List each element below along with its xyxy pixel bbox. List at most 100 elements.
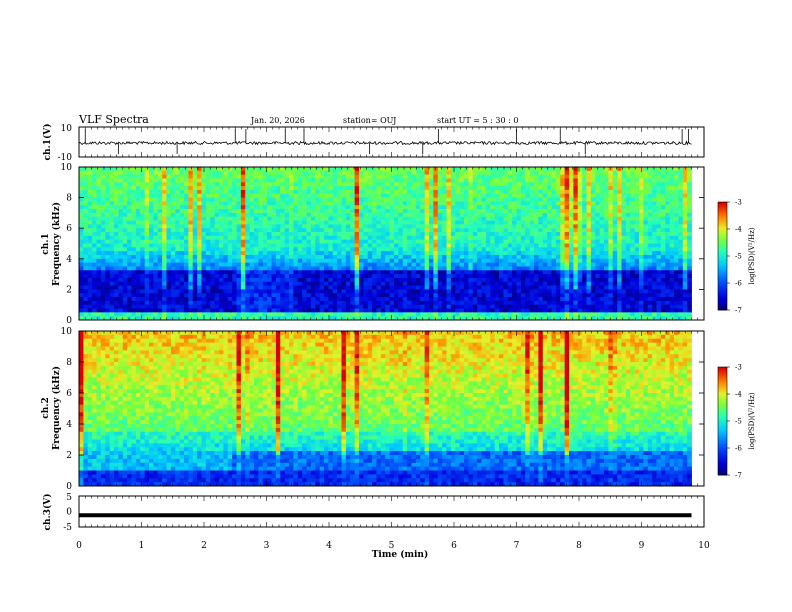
- spectrogram-cell: [433, 201, 439, 206]
- spectrogram-cell: [573, 277, 579, 283]
- spectrogram-cell: [394, 197, 399, 202]
- spectrogram-cell: [324, 297, 329, 302]
- spectrogram-cell: [87, 274, 93, 279]
- spectrogram-cell: [516, 274, 522, 279]
- spectrogram-cell: [608, 220, 614, 225]
- spectrogram-cell: [665, 258, 671, 264]
- spectrogram-cell: [372, 193, 377, 199]
- spectrogram-cell: [669, 205, 675, 210]
- spectrogram-cell: [210, 228, 216, 233]
- spectrogram-cell: [669, 224, 675, 229]
- spectrogram-cell: [306, 201, 312, 206]
- spectrogram-cell: [459, 251, 465, 256]
- spectrogram-cell: [135, 281, 141, 286]
- spectrogram-cell: [332, 285, 338, 290]
- spectrogram-cell: [240, 224, 246, 229]
- spectrogram-cell: [612, 293, 618, 298]
- spectrogram-cell: [262, 216, 268, 221]
- spectrogram-cell: [192, 300, 198, 306]
- spectrogram-cell: [590, 285, 596, 290]
- spectrogram-cell: [643, 209, 649, 214]
- spectrogram-cell: [236, 239, 242, 244]
- spectrogram-cell: [499, 186, 504, 191]
- spectrogram-cell: [411, 239, 417, 244]
- spectrogram-cell: [249, 182, 255, 187]
- spectrogram-cell: [604, 262, 609, 267]
- spectrogram-cell: [127, 220, 132, 225]
- spectrogram-cell: [647, 197, 653, 202]
- spectrogram-cell: [166, 174, 172, 179]
- spectrogram-cell: [682, 182, 688, 187]
- spectrogram-cell: [437, 243, 443, 248]
- spectrogram-cell: [468, 232, 474, 237]
- spectrogram-cell: [551, 224, 557, 229]
- spectrogram-cell: [450, 186, 456, 191]
- spectrogram-cell: [170, 274, 176, 279]
- spectrogram-cell: [424, 216, 430, 221]
- spectrogram-cell: [608, 212, 614, 218]
- spectrogram-cell: [83, 189, 89, 195]
- spectrogram-cell: [415, 266, 421, 271]
- spectrogram-cell: [560, 182, 566, 187]
- spectrogram-cell: [481, 254, 487, 260]
- spectrogram-cell: [227, 232, 233, 237]
- spectrogram-cell: [197, 262, 202, 267]
- spectrogram-cell: [468, 178, 474, 183]
- spectrogram-cell: [625, 167, 631, 172]
- spectrogram-cell: [411, 258, 417, 264]
- spectrogram-cell: [135, 285, 141, 290]
- spectrogram-cell: [643, 293, 649, 298]
- spectrogram-cell: [499, 289, 504, 294]
- spectrogram-cell: [372, 243, 377, 248]
- spectrogram-cell: [407, 201, 412, 206]
- spectrogram-cell: [525, 289, 531, 294]
- spectrogram-cell: [485, 274, 491, 279]
- spectrogram-cell: [525, 281, 531, 286]
- spectrogram-cell: [192, 270, 198, 275]
- spectrogram-cell: [499, 197, 504, 202]
- spectrogram-cell: [665, 270, 671, 275]
- spectrogram-cell: [254, 216, 259, 221]
- spectrogram-cell: [604, 209, 609, 214]
- spectrogram-cell: [267, 220, 272, 225]
- spectrogram-cell: [503, 262, 509, 267]
- spectrogram-cell: [472, 220, 478, 225]
- spectrogram-cell: [560, 212, 566, 218]
- spectrogram-cell: [319, 266, 325, 271]
- spectrogram-cell: [529, 277, 535, 283]
- spectrogram-cell: [665, 220, 671, 225]
- spectrogram-cell: [166, 239, 172, 244]
- spectrogram-cell: [337, 285, 342, 290]
- spectrogram-cell: [656, 239, 662, 244]
- spectrogram-cell: [503, 266, 509, 271]
- spectrogram-cell: [83, 243, 89, 248]
- spectrogram-cell: [678, 254, 684, 260]
- spectrogram-cell: [424, 235, 430, 241]
- spectrogram-cell: [555, 289, 561, 294]
- spectrogram-cell: [131, 266, 137, 271]
- spectrogram-cell: [359, 243, 364, 248]
- spectrogram-cell: [682, 262, 688, 267]
- spectrogram-cell: [595, 178, 601, 183]
- spectrogram-cell: [293, 285, 299, 290]
- spectrogram-cell: [297, 205, 303, 210]
- spectrogram-cell: [625, 285, 631, 290]
- spectrogram-cell: [140, 235, 146, 241]
- spectrogram-cell: [367, 209, 373, 214]
- spectrogram-cell: [284, 212, 290, 218]
- spectrogram-cell: [192, 297, 198, 302]
- spectrogram-cell: [573, 266, 579, 271]
- spectrogram-cell: [157, 243, 163, 248]
- spectrogram-cell: [665, 285, 671, 290]
- spectrogram-cell: [214, 258, 220, 264]
- spectrogram-cell: [284, 167, 290, 172]
- spectrogram-cell: [359, 197, 364, 202]
- spectrogram-cell: [345, 300, 351, 306]
- spectrogram-cell: [359, 182, 364, 187]
- spectrogram-cell: [455, 182, 461, 187]
- spectrogram-cell: [630, 297, 636, 302]
- spectrogram-cell: [420, 235, 426, 241]
- spectrogram-cell: [612, 289, 618, 294]
- spectrogram-cell: [245, 189, 251, 195]
- spectrogram-cell: [236, 277, 242, 283]
